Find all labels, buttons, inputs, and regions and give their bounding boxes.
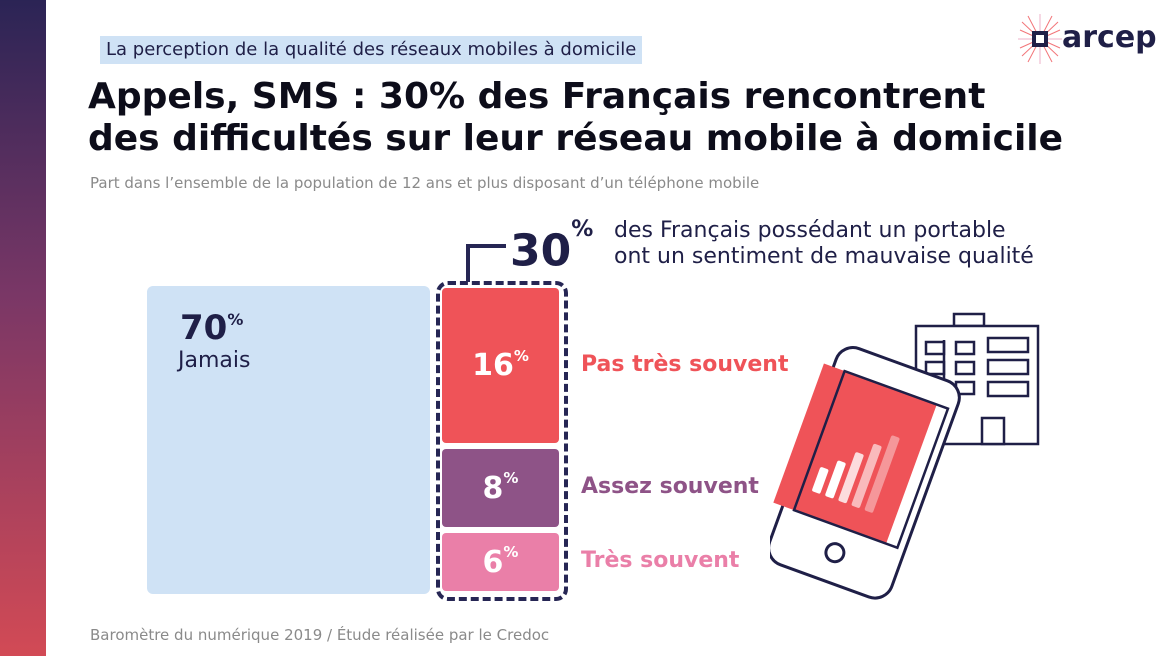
bar-segment-tres-souvent: 6%	[442, 533, 559, 591]
arcep-logo-mark-icon	[1018, 14, 1062, 64]
bar-jamais	[147, 286, 430, 594]
source-note: Baromètre du numérique 2019 / Étude réal…	[90, 626, 550, 644]
side-accent-bar	[0, 0, 46, 656]
bar-segment-value: 6	[482, 544, 504, 580]
bar-segment-unit: %	[503, 469, 519, 487]
page-subtitle: Part dans l’ensemble de la population de…	[90, 174, 760, 192]
signal-bars-icon	[812, 435, 900, 513]
total-difficulty-value: 30%	[510, 217, 594, 277]
bar-segment-pas-tres-souvent: 16%	[442, 288, 559, 443]
bar-segment-unit: %	[513, 346, 529, 365]
bar-segment-assez-souvent: 8%	[442, 449, 559, 527]
total-description-line-1: des Français possédant un portable	[614, 218, 1006, 243]
bar-segment-label: Très souvent	[581, 548, 740, 573]
total-difficulty-description: des Français possédant un portable ont u…	[614, 218, 1034, 270]
page-title-line-2: des difficultés sur leur réseau mobile à…	[88, 118, 1064, 159]
phone-building-illustration	[770, 312, 1040, 600]
section-kicker: La perception de la qualité des réseaux …	[100, 36, 643, 64]
arcep-logo-text: arcep	[1062, 20, 1157, 55]
bar-segment-label: Assez souvent	[581, 474, 759, 499]
arcep-logo: arcep	[1018, 14, 1158, 66]
difficulty-dashed-frame	[436, 281, 568, 601]
bar-segment-value: 16	[472, 348, 514, 383]
bar-segment-unit: %	[503, 543, 519, 561]
bar-jamais-label: Jamais	[178, 348, 251, 373]
smartphone-icon	[770, 346, 961, 600]
bar-segment-value: 8	[482, 470, 504, 506]
bar-segment-label: Pas très souvent	[581, 351, 789, 377]
total-description-line-2: ont un sentiment de mauvaise qualité	[614, 244, 1034, 269]
page-title-line-1: Appels, SMS : 30% des Français rencontre…	[88, 76, 986, 117]
bar-jamais-value: 70%	[180, 308, 244, 348]
page-title: Appels, SMS : 30% des Français rencontre…	[88, 76, 1088, 160]
